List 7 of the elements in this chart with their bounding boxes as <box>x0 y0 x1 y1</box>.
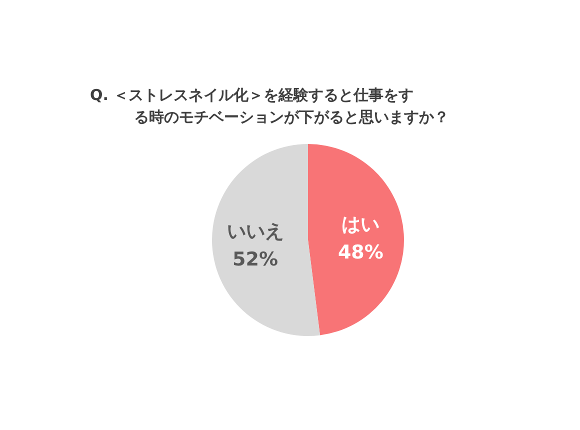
slice-label: いいえ <box>226 220 284 242</box>
slice-label: はい <box>342 214 380 236</box>
pie-slice <box>212 144 320 336</box>
data-label: 52% <box>232 248 278 270</box>
chart-title: Q. ＜ストレスネイル化＞を経験すると仕事をする時のモチベーションが下がると思いますか？ <box>90 86 449 126</box>
data-label: 48% <box>338 242 384 264</box>
pie-slice <box>308 144 404 336</box>
